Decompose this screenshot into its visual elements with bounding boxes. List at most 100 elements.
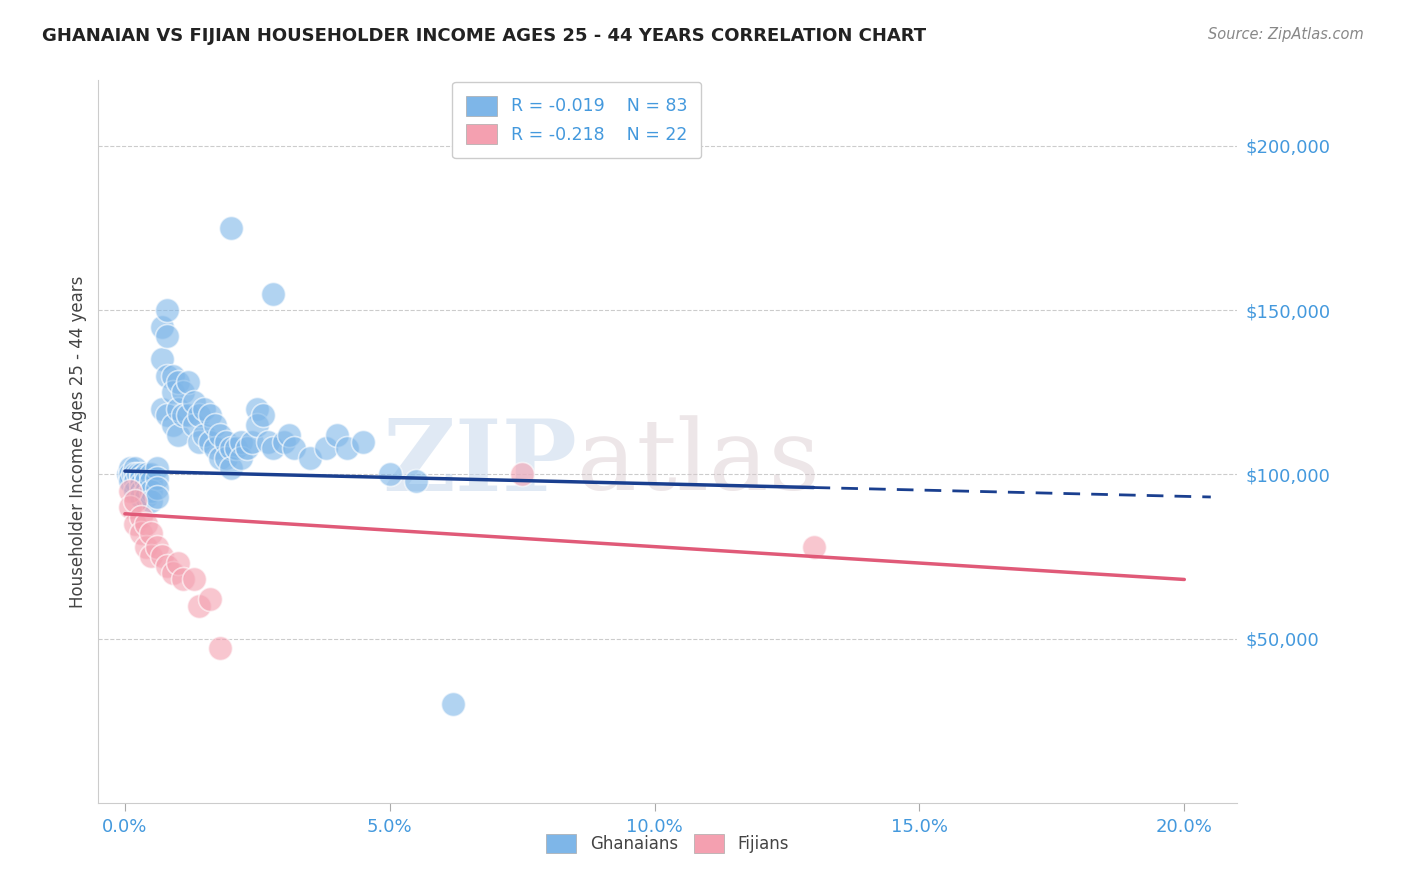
Point <box>204 418 226 433</box>
Point <box>441 698 464 712</box>
Point <box>198 592 221 607</box>
Point <box>273 434 295 449</box>
Point <box>252 409 274 423</box>
Point <box>124 483 146 498</box>
Point <box>120 460 142 475</box>
Point <box>172 573 194 587</box>
Point <box>299 450 322 465</box>
Point <box>129 510 152 524</box>
Point <box>120 474 142 488</box>
Point <box>209 641 232 656</box>
Point <box>129 471 152 485</box>
Point <box>135 474 157 488</box>
Point <box>188 599 211 613</box>
Point <box>225 441 247 455</box>
Point <box>326 428 349 442</box>
Point <box>162 368 184 383</box>
Point <box>145 460 167 475</box>
Legend: Ghanaians, Fijians: Ghanaians, Fijians <box>540 827 796 860</box>
Point <box>141 549 163 564</box>
Point <box>803 540 825 554</box>
Point <box>235 441 257 455</box>
Point <box>141 467 163 482</box>
Point <box>240 434 263 449</box>
Point <box>167 556 190 570</box>
Point <box>129 467 152 482</box>
Point <box>172 409 194 423</box>
Point <box>162 566 184 580</box>
Point <box>145 471 167 485</box>
Point <box>315 441 337 455</box>
Point <box>167 428 190 442</box>
Point <box>219 460 242 475</box>
Point <box>183 418 205 433</box>
Point <box>405 474 427 488</box>
Point <box>124 460 146 475</box>
Point <box>156 329 179 343</box>
Point <box>120 483 142 498</box>
Point <box>129 477 152 491</box>
Point <box>121 467 143 482</box>
Point <box>145 481 167 495</box>
Point <box>167 376 190 390</box>
Text: ZIP: ZIP <box>382 415 576 512</box>
Point <box>129 483 152 498</box>
Point <box>177 376 200 390</box>
Point <box>214 434 236 449</box>
Point <box>209 450 232 465</box>
Point <box>278 428 301 442</box>
Point <box>127 467 149 482</box>
Point <box>150 319 173 334</box>
Point <box>150 352 173 367</box>
Point <box>219 221 242 235</box>
Point <box>204 441 226 455</box>
Point <box>188 409 211 423</box>
Point <box>262 441 284 455</box>
Point <box>183 573 205 587</box>
Point <box>156 559 179 574</box>
Point <box>135 516 157 531</box>
Text: Source: ZipAtlas.com: Source: ZipAtlas.com <box>1208 27 1364 42</box>
Point <box>124 493 146 508</box>
Point <box>209 428 232 442</box>
Point <box>120 467 142 482</box>
Point <box>183 395 205 409</box>
Point <box>231 434 253 449</box>
Point <box>198 409 221 423</box>
Point <box>193 428 215 442</box>
Point <box>198 434 221 449</box>
Point <box>246 418 269 433</box>
Point <box>246 401 269 416</box>
Text: atlas: atlas <box>576 416 820 511</box>
Point <box>214 450 236 465</box>
Point <box>231 450 253 465</box>
Point <box>378 467 401 482</box>
Point <box>352 434 374 449</box>
Point <box>135 483 157 498</box>
Point <box>262 286 284 301</box>
Point <box>141 474 163 488</box>
Point <box>336 441 359 455</box>
Point <box>162 418 184 433</box>
Point <box>124 474 146 488</box>
Y-axis label: Householder Income Ages 25 - 44 years: Householder Income Ages 25 - 44 years <box>69 276 87 607</box>
Text: GHANAIAN VS FIJIAN HOUSEHOLDER INCOME AGES 25 - 44 YEARS CORRELATION CHART: GHANAIAN VS FIJIAN HOUSEHOLDER INCOME AG… <box>42 27 927 45</box>
Point <box>177 409 200 423</box>
Point <box>156 368 179 383</box>
Point <box>167 401 190 416</box>
Point <box>156 409 179 423</box>
Point <box>135 491 157 505</box>
Point <box>150 401 173 416</box>
Point <box>257 434 280 449</box>
Point <box>129 526 152 541</box>
Point <box>172 385 194 400</box>
Point <box>193 401 215 416</box>
Point <box>135 540 157 554</box>
Point <box>135 467 157 482</box>
Point <box>188 434 211 449</box>
Point <box>162 385 184 400</box>
Point <box>124 516 146 531</box>
Point <box>156 303 179 318</box>
Point <box>124 467 146 482</box>
Point <box>145 491 167 505</box>
